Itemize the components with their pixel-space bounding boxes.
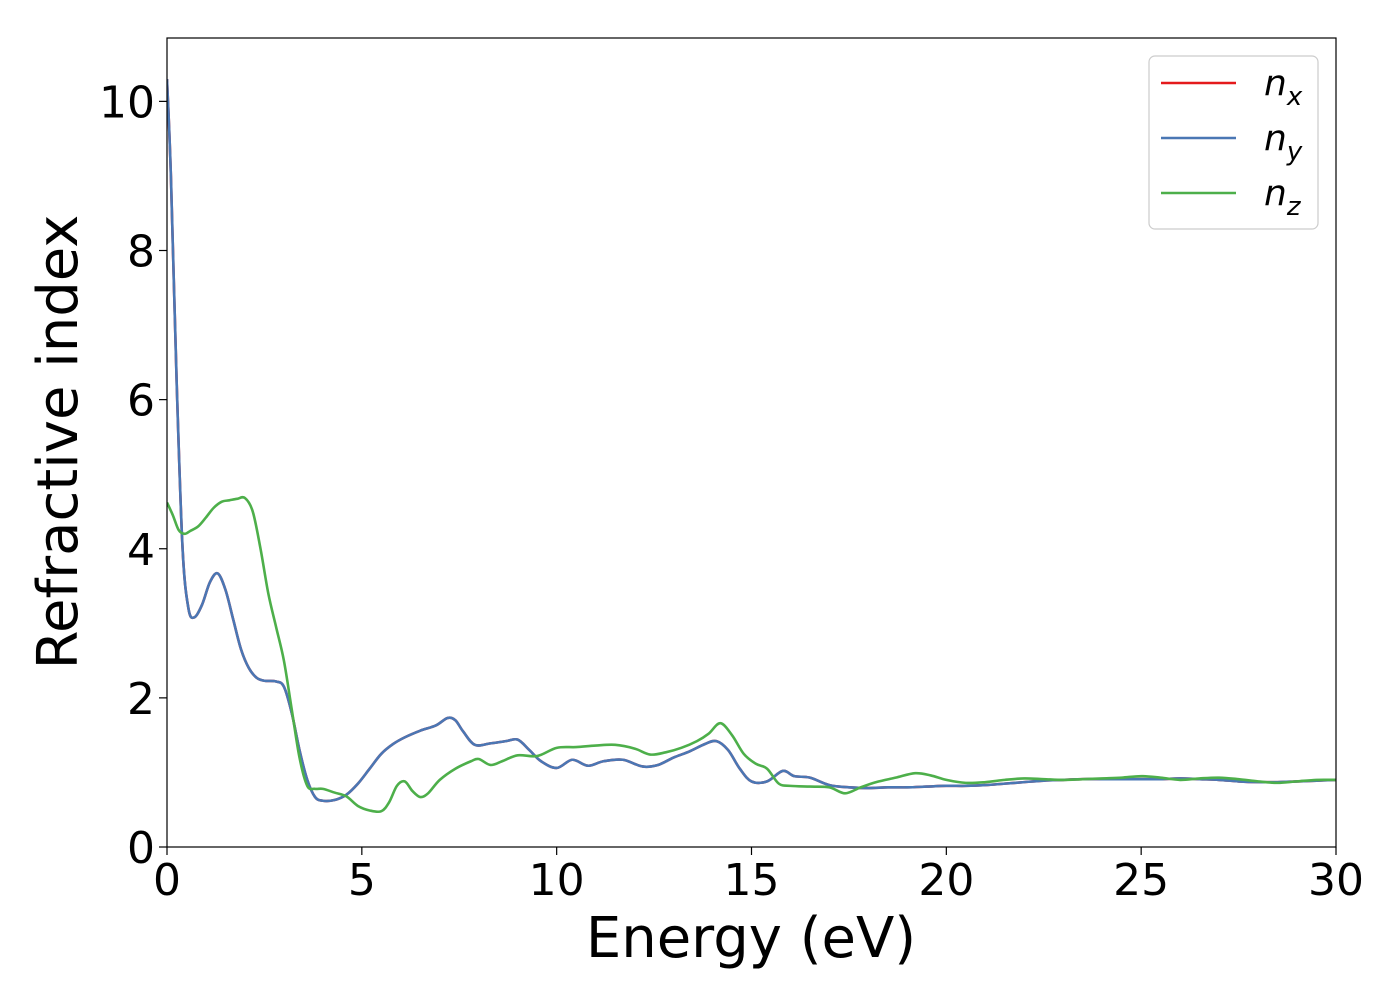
x-tick-label: 5 xyxy=(348,855,376,906)
legend-label-subscript: y xyxy=(1286,137,1303,167)
legend-label-n-z: nz xyxy=(1264,173,1302,222)
legend-label-main: n xyxy=(1264,118,1287,159)
y-tick-label: 0 xyxy=(127,823,155,874)
y-tick-label: 10 xyxy=(99,77,155,128)
legend-label-main: n xyxy=(1264,63,1287,104)
x-axis: 0 5 10 15 20 25 30 xyxy=(153,847,1364,906)
y-axis-title: Refractive index xyxy=(26,215,91,670)
x-tick-label: 30 xyxy=(1308,855,1364,906)
legend-box xyxy=(1148,55,1319,230)
y-tick-label: 8 xyxy=(127,227,155,278)
legend-label-subscript: z xyxy=(1286,192,1302,222)
y-axis: 0 2 4 6 8 10 xyxy=(99,77,167,874)
y-tick-label: 6 xyxy=(127,376,155,427)
x-tick-label: 25 xyxy=(1113,855,1169,906)
x-tick-label: 10 xyxy=(529,855,585,906)
legend-label-main: n xyxy=(1264,173,1287,214)
x-tick-label: 15 xyxy=(724,855,780,906)
y-tick-label: 4 xyxy=(127,525,155,576)
x-axis-title: Energy (eV) xyxy=(586,906,916,971)
legend-label-n-x: nx xyxy=(1264,63,1303,112)
series-layer xyxy=(167,78,1336,814)
x-tick-label: 0 xyxy=(153,855,181,906)
series-line-n-z xyxy=(167,495,1336,814)
y-tick-label: 2 xyxy=(127,674,155,725)
legend-label-n-y: ny xyxy=(1264,118,1303,167)
x-tick-label: 20 xyxy=(918,855,974,906)
legend-label-subscript: x xyxy=(1286,82,1303,112)
